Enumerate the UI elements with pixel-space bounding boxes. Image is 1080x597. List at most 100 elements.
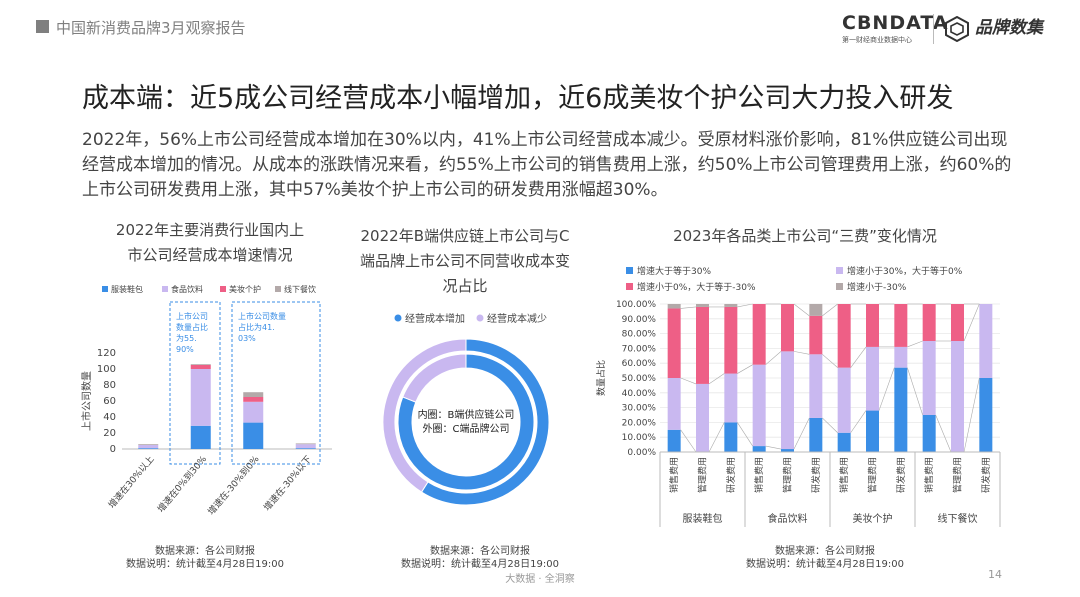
cbndata-logo-subtitle: 第一财经商业数据中心 xyxy=(842,36,912,44)
chart1-x-tick-label: 增速在0%到30% xyxy=(155,453,210,515)
chart1-bar-segment xyxy=(243,422,264,449)
chart1-bar-segment xyxy=(295,448,316,449)
summary-paragraph: 2022年，56%上市公司经营成本增加在30%以内，41%上市公司经营成本减少。… xyxy=(82,130,1012,200)
chart1-y-axis-label: 上市公司数量 xyxy=(80,371,93,431)
chart3-bar-segment xyxy=(696,306,709,384)
chart3-bar-segment xyxy=(866,410,879,452)
chart3-percent-stacked-bar: 增速大于等于30% 增速小于30%，大于等于0% 增速小于0%，大于等于-30% 增速… xyxy=(595,265,1001,527)
chart3-series-line xyxy=(680,377,697,385)
chart3-bar-segment xyxy=(752,304,766,365)
chart3-bar-segment xyxy=(951,341,964,452)
chart3-x-tick-label: 研发费用 xyxy=(725,457,737,493)
chart2-note: 数据说明：统计截至4月28日19:00 xyxy=(401,559,559,570)
chart3-y-tick-label: 30.00% xyxy=(622,404,657,414)
chart3-y-axis-label: 数量占比 xyxy=(595,360,607,396)
chart3-series-line xyxy=(708,422,725,453)
chart1-legend-swatch xyxy=(220,286,226,292)
chart3-y-tick-label: 10.00% xyxy=(622,433,657,443)
chart3-legend-swatch xyxy=(626,283,633,290)
chart3-series-line xyxy=(793,303,810,317)
chart3-bar-segment xyxy=(667,304,681,309)
chart3-x-tick-label: 研发费用 xyxy=(980,457,992,493)
chart3-series-line xyxy=(765,445,782,450)
chart3-bar-segment xyxy=(809,315,823,355)
chart2-title: 2022年B端供应链上市公司与C 端品牌上市公司不同营收成本变 况占比 xyxy=(340,224,590,299)
chart1-legend-label: 食品饮料 xyxy=(171,284,203,294)
chart3-series-line xyxy=(907,340,923,348)
chart3-series-line xyxy=(765,351,782,365)
chart1-note: 数据说明：统计截至4月28日19:00 xyxy=(126,559,284,570)
chart3-group-label: 服装鞋包 xyxy=(683,512,723,525)
chart3-bar-segment xyxy=(809,417,823,452)
chart1-stacked-bar: 服装鞋包 食品饮料 美妆个护 线下餐饮 0 20 40 60 80 100 120 上市公司数量 上市公… xyxy=(80,284,332,517)
chart2-source-note: 数据来源：各公司财报 数据说明：统计截至4月28日19:00 xyxy=(375,545,585,571)
chart1-title-line2: 市公司经营成本增速情况 xyxy=(127,246,293,264)
chart3-x-tick-label: 管理费用 xyxy=(952,457,964,493)
chart3-bar-segment xyxy=(894,346,908,368)
chart1-annotation-text: 上市公司数量占比为41. 03% xyxy=(238,311,286,343)
header-square-mark xyxy=(36,20,49,33)
chart3-bar-segment xyxy=(979,304,993,378)
chart3-y-tick-label: 40.00% xyxy=(622,389,657,399)
chart3-series-line xyxy=(680,306,697,309)
chart1-bar-segment xyxy=(243,397,264,402)
chart3-series-line xyxy=(907,367,923,416)
chart2-title-line2: 端品牌上市公司不同营收成本变 xyxy=(359,252,570,270)
chart3-bar-segment xyxy=(837,304,851,368)
chart3-legend-label: 增速小于-30% xyxy=(847,281,907,293)
chart3-series-line xyxy=(822,417,838,433)
chart3-bar-segment xyxy=(724,373,738,423)
chart3-bar-segment xyxy=(866,304,879,347)
chart3-series-line xyxy=(737,303,753,308)
chart3-bar-segment xyxy=(724,304,738,307)
report-title: 中国新消费品牌3月观察报告 xyxy=(56,19,246,37)
chart1-legend-swatch xyxy=(102,286,108,292)
chart3-x-tick-label: 销售费用 xyxy=(753,457,765,493)
chart1-bar-segment xyxy=(190,364,211,365)
chart3-y-tick-label: 90.00% xyxy=(622,315,657,325)
chart3-y-tick-label: 70.00% xyxy=(622,344,657,354)
chart3-bar-segment xyxy=(951,304,964,341)
chart3-series-line xyxy=(850,346,867,368)
chart3-y-tick-label: 80.00% xyxy=(622,330,657,340)
chart3-bar-segment xyxy=(667,378,681,430)
page-title: 成本端：近5成公司经营成本小幅增加，近6成美妆个护公司大力投入研发 xyxy=(82,83,954,114)
chart3-series-line xyxy=(963,377,980,453)
chart3-series-line xyxy=(737,364,753,374)
chart3-legend-label: 增速小于30%，大于等于0% xyxy=(847,265,963,277)
chart3-group-label: 美妆个护 xyxy=(853,512,893,525)
chart3-legend-label: 增速小于0%，大于等于-30% xyxy=(637,281,756,293)
chart3-group-label: 食品饮料 xyxy=(768,512,808,525)
chart1-legend-label: 线下餐饮 xyxy=(284,284,316,294)
chart3-series-line xyxy=(793,351,810,355)
chart3-legend-swatch xyxy=(836,283,843,290)
chart3-x-tick-label: 销售费用 xyxy=(668,457,680,493)
chart3-series-line xyxy=(708,373,725,385)
chart2-legend-swatch xyxy=(476,314,484,322)
chart3-bar-segment xyxy=(809,304,823,316)
chart1-legend-swatch xyxy=(162,286,168,292)
chart1-y-tick-label: 40 xyxy=(103,412,116,423)
chart3-series-line xyxy=(793,417,810,450)
chart3-y-tick-label: 100.00% xyxy=(616,300,656,310)
chart2-center-label-outer: 外圈：C端品牌公司 xyxy=(423,422,510,435)
chart1-legend-swatch xyxy=(275,286,281,292)
chart3-legend-swatch xyxy=(836,267,843,274)
chart2-legend-label: 经营成本减少 xyxy=(487,312,547,325)
chart3-series-line xyxy=(680,429,697,453)
chart2-slice-decrease xyxy=(402,353,467,403)
chart3-bar-segment xyxy=(809,354,823,418)
logo-separator xyxy=(933,14,934,44)
chart1-bar-segment xyxy=(190,369,211,426)
chart3-bar-segment xyxy=(866,346,879,411)
chart1-x-tick-label: 增速在-30%以下 xyxy=(261,453,314,513)
chart1-source: 数据来源：各公司财报 xyxy=(155,546,255,557)
chart3-series-line xyxy=(935,414,952,453)
chart2-slice-decrease xyxy=(382,338,467,493)
chart1-y-tick-label: 0 xyxy=(110,444,116,455)
chart1-annotation-box xyxy=(169,301,221,465)
chart3-bar-segment xyxy=(781,351,794,450)
chart1-source-note: 数据来源：各公司财报 数据说明：统计截至4月28日19:00 xyxy=(100,545,310,571)
chart3-series-line xyxy=(878,367,895,411)
